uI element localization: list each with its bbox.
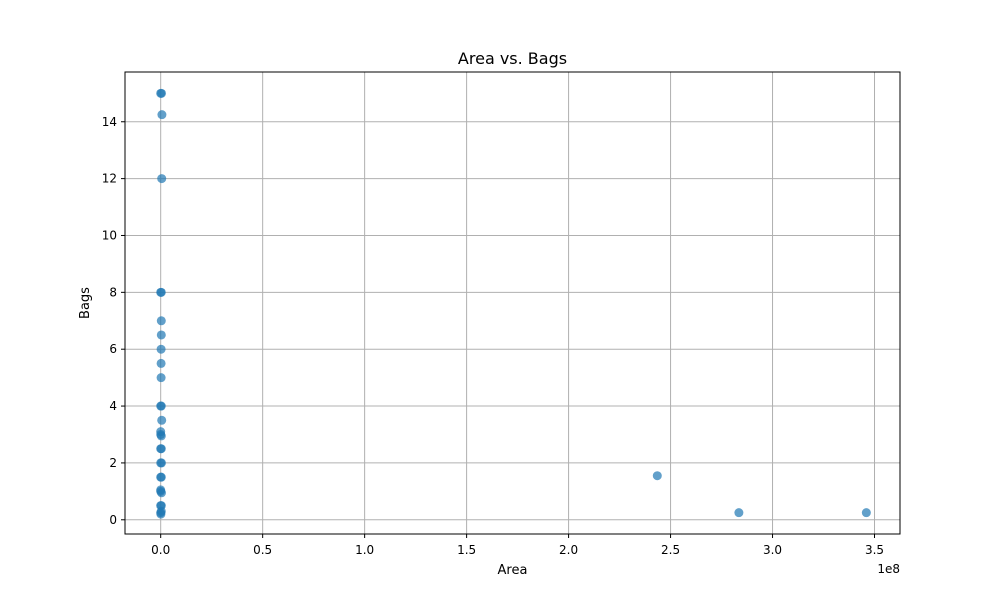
y-tick-label: 0 xyxy=(109,513,117,527)
y-tick-label: 14 xyxy=(102,115,117,129)
scatter-point xyxy=(156,509,166,519)
grid xyxy=(125,72,900,534)
scatter-point xyxy=(156,373,166,383)
y-axis-label: Bags xyxy=(78,287,93,319)
y-tick-label: 6 xyxy=(109,342,117,356)
x-tick-label: 0.5 xyxy=(253,543,272,557)
scatter-point xyxy=(652,471,662,481)
scatter-point xyxy=(157,110,167,120)
scatter-point xyxy=(157,88,167,98)
y-tick-label: 8 xyxy=(109,285,117,299)
scatter-point xyxy=(156,287,166,297)
scatter-point xyxy=(156,444,166,454)
scatter-point xyxy=(157,458,167,468)
scatter-point xyxy=(156,431,166,441)
x-tick-label: 3.5 xyxy=(865,543,884,557)
scatter-point xyxy=(861,508,871,518)
plot-area xyxy=(125,72,900,534)
x-tick-label: 2.5 xyxy=(661,543,680,557)
x-tick-label: 0.0 xyxy=(151,543,170,557)
x-axis-label: Area xyxy=(498,563,528,578)
plot-frame xyxy=(124,71,901,535)
scatter-point xyxy=(734,508,744,518)
scatter-point xyxy=(157,415,167,425)
x-tick-label: 1.0 xyxy=(355,543,374,557)
x-tick-label: 3.0 xyxy=(763,543,782,557)
y-axis-ticks: 0 2 4 6 8 10 12 14 xyxy=(102,115,125,527)
scatter-point xyxy=(156,344,166,354)
x-axis-ticks: 0.0 0.5 1.0 1.5 2.0 2.5 3.0 3.5 xyxy=(151,534,884,557)
scatter-point xyxy=(157,174,167,184)
scatter-point xyxy=(156,472,166,482)
x-axis-offset-label: 1e8 xyxy=(877,562,900,576)
y-tick-label: 12 xyxy=(102,172,117,186)
scatter-point xyxy=(156,358,166,368)
y-tick-label: 4 xyxy=(109,399,117,413)
y-tick-label: 2 xyxy=(109,456,117,470)
y-tick-label: 10 xyxy=(102,228,117,242)
data-points xyxy=(156,88,871,519)
chart-title: Area vs. Bags xyxy=(458,49,567,68)
scatter-point xyxy=(156,330,166,340)
scatter-point xyxy=(156,401,166,411)
x-tick-label: 1.5 xyxy=(457,543,476,557)
x-tick-label: 2.0 xyxy=(559,543,578,557)
scatter-point xyxy=(157,488,167,498)
scatter-point xyxy=(156,316,166,326)
